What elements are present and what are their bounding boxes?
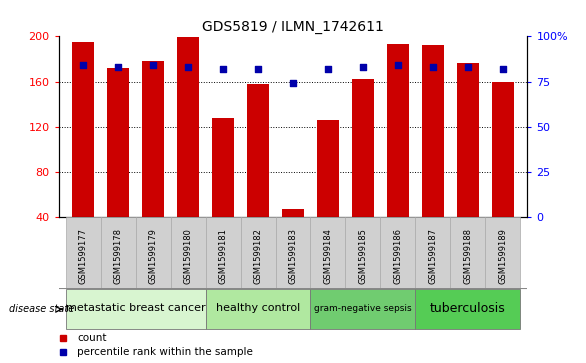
Bar (352, 79, 374, 217)
Point (113, 64, 122, 70)
Point (428, 64, 438, 70)
FancyBboxPatch shape (485, 217, 520, 288)
FancyBboxPatch shape (66, 289, 206, 330)
Text: metastatic breast cancer: metastatic breast cancer (66, 303, 205, 314)
FancyBboxPatch shape (415, 217, 451, 288)
Text: tuberculosis: tuberculosis (430, 302, 506, 315)
Bar (421, 45, 444, 217)
Text: GSM1599186: GSM1599186 (393, 228, 403, 284)
Point (219, 66, 228, 72)
Text: healthy control: healthy control (216, 303, 300, 314)
Title: GDS5819 / ILMN_1742611: GDS5819 / ILMN_1742611 (202, 20, 384, 34)
Text: disease state: disease state (9, 304, 74, 314)
Text: gram-negative sepsis: gram-negative sepsis (314, 304, 412, 313)
Bar (176, 37, 199, 217)
Text: count: count (77, 333, 107, 343)
Text: GSM1599189: GSM1599189 (499, 228, 507, 284)
Text: GSM1599188: GSM1599188 (464, 228, 472, 284)
Point (288, 81, 298, 86)
Text: GSM1599181: GSM1599181 (219, 228, 227, 284)
Point (464, 64, 473, 70)
Bar (142, 61, 165, 217)
Point (498, 66, 507, 72)
FancyBboxPatch shape (171, 217, 206, 288)
Text: GSM1599187: GSM1599187 (428, 228, 437, 284)
Bar (107, 68, 130, 217)
FancyBboxPatch shape (275, 217, 311, 288)
Text: GSM1599185: GSM1599185 (359, 228, 367, 284)
Point (393, 62, 403, 68)
FancyBboxPatch shape (101, 217, 135, 288)
Text: GSM1599177: GSM1599177 (79, 228, 87, 284)
Point (323, 66, 333, 72)
FancyBboxPatch shape (311, 289, 415, 330)
Text: GSM1599182: GSM1599182 (254, 228, 263, 284)
Bar (71, 42, 94, 217)
Bar (387, 44, 410, 217)
Bar (456, 64, 479, 217)
FancyBboxPatch shape (135, 217, 171, 288)
FancyBboxPatch shape (240, 217, 275, 288)
FancyBboxPatch shape (415, 289, 520, 330)
FancyBboxPatch shape (206, 217, 240, 288)
FancyBboxPatch shape (206, 289, 311, 330)
Point (79, 62, 88, 68)
Point (253, 66, 263, 72)
Text: GSM1599180: GSM1599180 (183, 228, 193, 284)
FancyBboxPatch shape (66, 217, 101, 288)
Point (148, 62, 158, 68)
Text: GSM1599178: GSM1599178 (114, 228, 122, 284)
Text: percentile rank within the sample: percentile rank within the sample (77, 347, 253, 357)
FancyBboxPatch shape (451, 217, 485, 288)
Text: GSM1599184: GSM1599184 (323, 228, 332, 284)
Bar (316, 120, 339, 217)
Bar (282, 209, 304, 217)
Text: GSM1599183: GSM1599183 (288, 228, 298, 284)
Bar (492, 82, 515, 217)
Point (358, 64, 367, 70)
Point (183, 64, 193, 70)
Bar (247, 84, 270, 217)
FancyBboxPatch shape (380, 217, 415, 288)
Text: GSM1599179: GSM1599179 (149, 228, 158, 284)
Bar (212, 118, 234, 217)
FancyBboxPatch shape (311, 217, 346, 288)
FancyBboxPatch shape (346, 217, 380, 288)
